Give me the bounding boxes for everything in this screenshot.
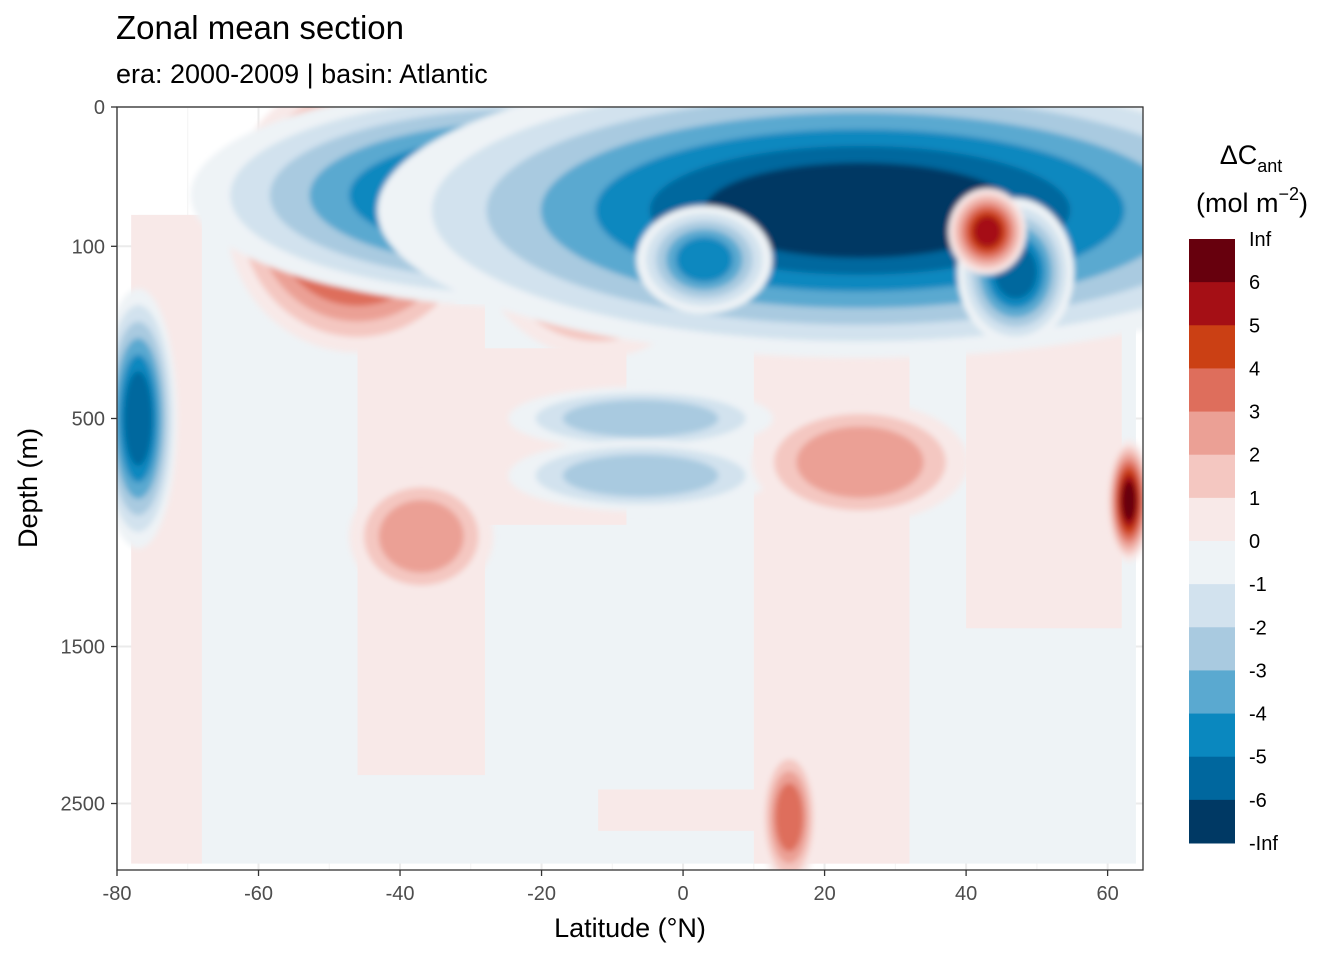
legend-keys: [1189, 239, 1235, 844]
legend-unit-pre: (mol m: [1196, 188, 1279, 218]
field-feature: [562, 454, 719, 497]
legend-unit-post: ): [1299, 188, 1308, 218]
legend-title-sub: ant: [1257, 156, 1282, 176]
field-feature: [796, 426, 924, 498]
field-feature: [675, 237, 733, 283]
legend-key: [1189, 368, 1235, 413]
y-tick-label: 2500: [61, 794, 106, 816]
legend-label: -5: [1249, 747, 1267, 769]
legend-label: 1: [1249, 488, 1260, 510]
x-tick-label: -80: [103, 883, 132, 905]
legend-label: 5: [1249, 315, 1260, 337]
legend-key: [1189, 756, 1235, 801]
legend-label: 3: [1249, 402, 1260, 424]
legend-label: Inf: [1249, 229, 1272, 251]
x-axis: -80 -60 -40 -20 0 20 40 60: [103, 870, 1119, 905]
field-feature: [124, 371, 153, 466]
legend-label: -3: [1249, 660, 1267, 682]
legend-title-main: ΔC: [1220, 140, 1258, 170]
legend-key: [1189, 670, 1235, 715]
legend-label: 6: [1249, 272, 1260, 294]
legend-label: -4: [1249, 704, 1267, 726]
legend-key: [1189, 282, 1235, 326]
y-tick-label: 1500: [61, 637, 106, 659]
y-tick-label: 100: [72, 236, 105, 258]
y-axis: 0 100 500 1500 2500: [61, 97, 117, 816]
y-tick-label: 0: [94, 97, 105, 119]
x-tick-label: 40: [955, 883, 977, 905]
legend-label: 4: [1249, 358, 1260, 380]
legend-key: [1189, 497, 1235, 542]
y-axis-title: Depth (m): [13, 428, 43, 548]
legend-key: [1189, 411, 1235, 456]
legend-label: -2: [1249, 617, 1267, 639]
field-feature: [378, 500, 464, 573]
field-feature: [562, 399, 719, 438]
x-tick-label: 0: [678, 883, 689, 905]
field-feature: [704, 162, 1016, 258]
x-tick-label: 20: [813, 883, 835, 905]
field-features: [117, 107, 1143, 870]
legend-label: -1: [1249, 574, 1267, 596]
x-tick-label: -40: [386, 883, 415, 905]
legend-labels: Inf 6 5 4 3 2 1 0 -1 -2 -3 -4 -5 -6 -Inf: [1249, 229, 1278, 855]
legend-key: [1189, 799, 1235, 844]
legend-key: [1189, 454, 1235, 499]
field-feature: [973, 215, 1002, 248]
x-tick-label: -60: [244, 883, 273, 905]
plot-subtitle: era: 2000-2009 | basin: Atlantic: [116, 59, 488, 89]
field-feature: [1121, 481, 1136, 521]
x-tick-label: 60: [1096, 883, 1118, 905]
legend-label: -6: [1249, 790, 1267, 812]
legend-key: [1189, 713, 1235, 758]
field-layer: [117, 107, 1143, 870]
legend-label: 0: [1249, 531, 1260, 553]
legend: ΔCant (mol m−2) Inf 6 5 4 3 2 1 0 -1 -2 -3 -4 -5 -6 -I…: [1189, 140, 1308, 855]
legend-key: [1189, 325, 1235, 369]
legend-unit: (mol m−2): [1196, 184, 1308, 218]
x-axis-title: Latitude (°N): [554, 913, 706, 943]
legend-unit-sup: −2: [1278, 184, 1299, 204]
legend-key: [1189, 627, 1235, 671]
legend-label: -Inf: [1249, 833, 1278, 855]
plot-title: Zonal mean section: [116, 9, 404, 46]
x-tick-label: -20: [527, 883, 556, 905]
legend-key: [1189, 541, 1235, 585]
legend-title: ΔCant: [1220, 140, 1283, 176]
y-tick-label: 500: [72, 408, 105, 430]
field-feature: [775, 783, 804, 852]
legend-key: [1189, 239, 1235, 283]
legend-label: 2: [1249, 445, 1260, 467]
plot-border: [116, 106, 1144, 871]
legend-key: [1189, 584, 1235, 628]
